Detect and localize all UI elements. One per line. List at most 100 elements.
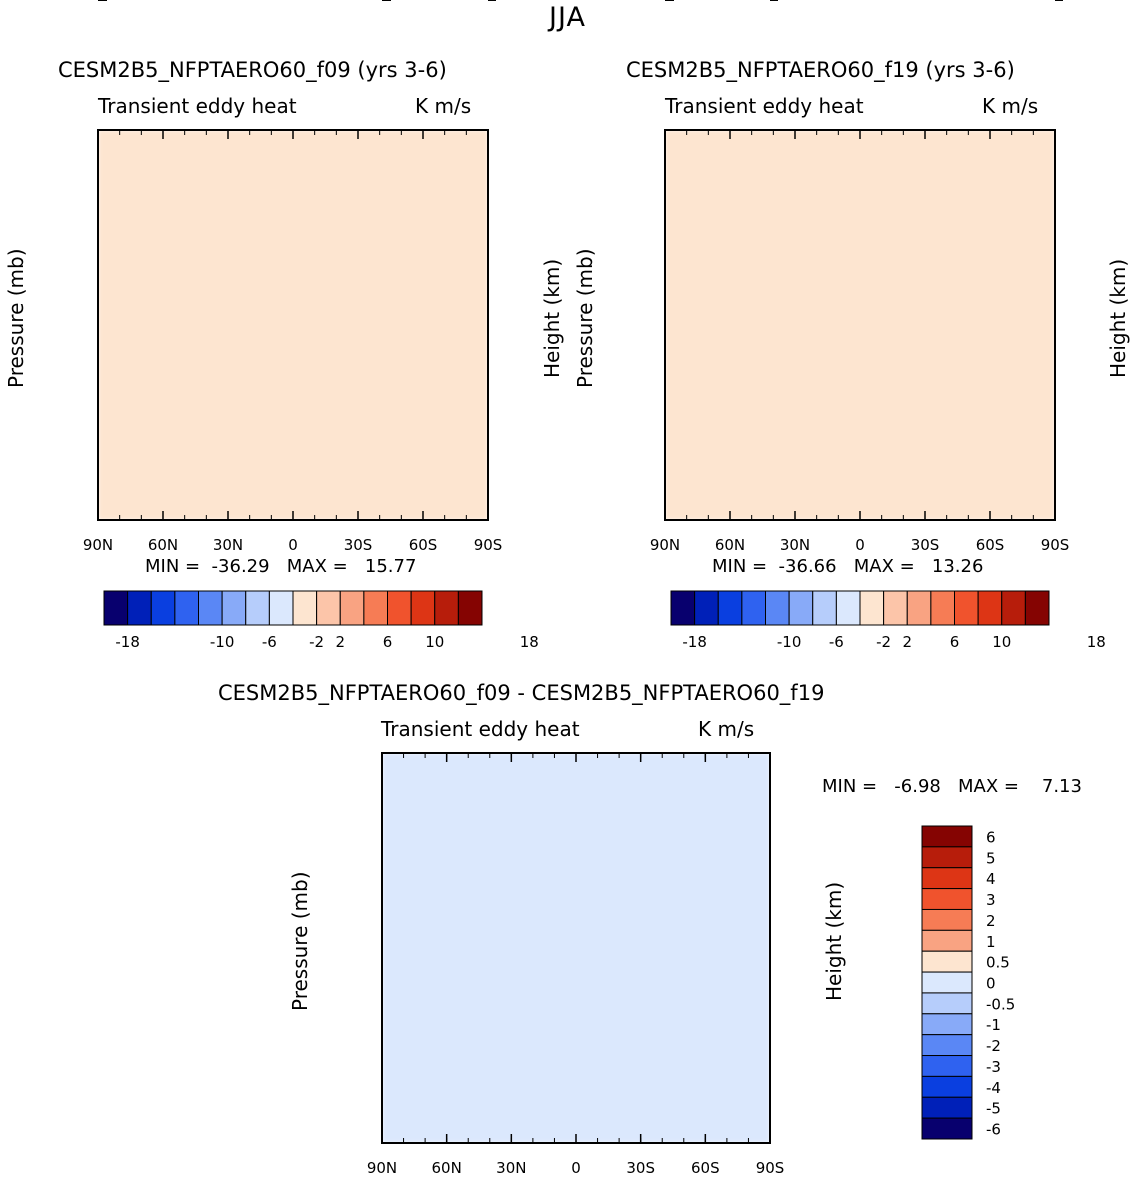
panel-f09-colorbar-label: 2 bbox=[335, 633, 345, 651]
panel-f19-colorbar-label: -2 bbox=[876, 633, 891, 651]
panel-f09-y-tick-label: 700 bbox=[57, 0, 86, 4]
panel-f19-y-right-tick-label: 16 bbox=[1069, 0, 1088, 4]
panel-diff-colorbar-label: 5 bbox=[986, 849, 996, 867]
panel-f19-y-right-tick-label: 4 bbox=[1069, 0, 1079, 4]
panel-diff-y-right-tick-label: 20 bbox=[784, 0, 803, 4]
panel-diff-colorbar-label: 6 bbox=[986, 828, 996, 846]
panel-f09-y-tick-label: 850 bbox=[57, 0, 86, 4]
panel-f09-y-tick-label: 250 bbox=[57, 0, 86, 4]
panel-diff-x-tick-label: 30N bbox=[496, 1159, 526, 1177]
panel-f19-y-tick-label: 300 bbox=[624, 0, 653, 4]
panel-diff-colorbar-swatch bbox=[921, 825, 973, 848]
panel-f19-x-tick-label: 90N bbox=[650, 536, 680, 554]
panel-f19-x-tick-label: 60S bbox=[976, 536, 1005, 554]
panel-diff-x-tick-label: 60S bbox=[691, 1159, 720, 1177]
panel-f19-y-right-tick-label: 20 bbox=[1069, 0, 1088, 4]
panel-f19-colorbar-swatch bbox=[883, 590, 908, 626]
panel-f09-subtitle-left: Transient eddy heat bbox=[98, 94, 297, 118]
panel-f09-y-right-tick-label: 16 bbox=[502, 0, 521, 4]
panel-diff-y-tick-label: 700 bbox=[341, 0, 370, 4]
panel-f19-x-tick-label: 90S bbox=[1041, 536, 1070, 554]
panel-diff-colorbar-swatch bbox=[921, 950, 973, 973]
panel-f19-colorbar-swatch bbox=[835, 590, 861, 626]
panel-f19-y-tick-label: 700 bbox=[624, 0, 653, 4]
panel-f19-y-tick-label: 500 bbox=[624, 0, 653, 4]
panel-f09-subtitle-right: K m/s bbox=[415, 94, 472, 118]
panel-diff-x-tick-label: 60N bbox=[432, 1159, 462, 1177]
panel-f09-x-tick-label: 90S bbox=[474, 536, 503, 554]
panel-f19-colorbar-label: 6 bbox=[950, 633, 960, 651]
panel-f09-y-right-tick-label: 20 bbox=[502, 0, 521, 4]
panel-f19-y-tick-label: 200 bbox=[624, 0, 653, 4]
panel-f09-x-tick-label: 0 bbox=[288, 536, 298, 554]
panel-f19-title: CESM2B5_NFPTAERO60_f19 (yrs 3-6) bbox=[626, 58, 1015, 82]
panel-f09-colorbar-swatch bbox=[174, 590, 199, 626]
panel-diff-colorbar: 6 5 4 3 2 1 0.5 0 -0.5 -1 -2 -3 -4 -5 -6 bbox=[921, 825, 1015, 1140]
panel-f09-y-right-tick-label: 12 bbox=[502, 0, 521, 4]
panel-diff-colorbar-label: 1 bbox=[986, 933, 996, 951]
panel-f09-colorbar-swatch bbox=[363, 590, 388, 626]
panel-f19-colorbar-swatch bbox=[954, 590, 979, 626]
panel-f09-colorbar-swatch bbox=[387, 590, 412, 626]
panel-f09-colorbar-swatch bbox=[292, 590, 318, 626]
panel-diff-colorbar-swatch bbox=[921, 971, 973, 994]
panel-diff-colorbar-label: -0.5 bbox=[986, 995, 1015, 1013]
panel-diff-colorbar-swatch bbox=[921, 992, 973, 1015]
panel-f09-y-tick-label: 30 bbox=[67, 0, 86, 4]
panel-f19-x-tick-label: 30S bbox=[911, 536, 940, 554]
panel-diff-colorbar-label: 3 bbox=[986, 891, 996, 909]
panel-f09-colorbar-label: -6 bbox=[262, 633, 277, 651]
panel-f19-y-tick-label: 400 bbox=[624, 0, 653, 4]
panel-f19-colorbar-swatch bbox=[717, 590, 743, 626]
panel-diff-subtitle-left: Transient eddy heat bbox=[381, 717, 580, 741]
panel-diff-y-right-tick-label: 4 bbox=[784, 0, 794, 4]
panel-diff-title: CESM2B5_NFPTAERO60_f09 - CESM2B5_NFPTAER… bbox=[218, 681, 825, 705]
panel-f19-colorbar-swatch bbox=[741, 590, 766, 626]
figure-title: JJA bbox=[549, 2, 586, 33]
panel-f19-y-tick-label: 250 bbox=[624, 0, 653, 4]
panel-diff-x-tick-label: 0 bbox=[571, 1159, 581, 1177]
panel-diff-colorbar-swatch bbox=[921, 1117, 973, 1140]
panel-diff-colorbar-swatch bbox=[921, 929, 973, 952]
panel-f09-colorbar: -18 -10 -6 -2 2 6 10 18 bbox=[103, 590, 539, 651]
panel-diff-colorbar-label: 0 bbox=[986, 975, 996, 993]
panel-diff-y-right-tick-label: 16 bbox=[784, 0, 803, 4]
panel-diff-colorbar-label: -6 bbox=[986, 1121, 1001, 1139]
panel-f19-subtitle-left: Transient eddy heat bbox=[665, 94, 864, 118]
panel-f19-colorbar-label: -6 bbox=[829, 633, 844, 651]
panel-f09-title: CESM2B5_NFPTAERO60_f09 (yrs 3-6) bbox=[58, 58, 447, 82]
panel-f09-y-right-tick-label: 4 bbox=[502, 0, 512, 4]
panel-f19-colorbar-swatch bbox=[977, 590, 1003, 626]
panel-f09-x-tick-label: 60N bbox=[148, 536, 178, 554]
panel-f09-y-right-tick-label: 8 bbox=[502, 0, 512, 4]
panel-f19-colorbar-label: 2 bbox=[902, 633, 912, 651]
panel-diff-background-field bbox=[382, 753, 770, 1143]
panel-diff-colorbar-swatch bbox=[921, 908, 973, 931]
panel-diff-y-tick-label: 400 bbox=[341, 0, 370, 4]
panel-f19-axes: 90N 60N 30N 0 30S 60S 90S 305070100150200250300… bbox=[615, 0, 1088, 554]
panel-diff-y-tick-label: 200 bbox=[341, 0, 370, 4]
panel-diff-colorbar-label: 4 bbox=[986, 870, 996, 888]
panel-f09-y-tick-label: 50 bbox=[67, 0, 86, 4]
panel-diff-colorbar-swatch bbox=[921, 846, 973, 869]
panel-diff-y-tick-label: 100 bbox=[341, 0, 370, 4]
panel-f19-y-tick-label: 1000 bbox=[615, 0, 653, 4]
panel-diff-y-right-tick-label: 8 bbox=[784, 0, 794, 4]
panel-f19-colorbar-label: 10 bbox=[992, 633, 1011, 651]
panel-diff-y-tick-label: 250 bbox=[341, 0, 370, 4]
panel-diff-colorbar-label: 2 bbox=[986, 912, 996, 930]
panel-f19-colorbar-swatch bbox=[788, 590, 814, 626]
panel-f19-colorbar-label: -10 bbox=[777, 633, 802, 651]
panel-diff-y-tick-label: 850 bbox=[341, 0, 370, 4]
panel-f09-x-tick-label: 90N bbox=[83, 536, 113, 554]
panel-f09-colorbar-label: 6 bbox=[383, 633, 393, 651]
panel-f19-x-tick-label: 30N bbox=[780, 536, 810, 554]
panel-f09-colorbar-swatch bbox=[268, 590, 294, 626]
panel-f19-x-tick-label: 0 bbox=[855, 536, 865, 554]
panel-f09-y-tick-label: 150 bbox=[57, 0, 86, 4]
panel-f19-colorbar-label: -18 bbox=[682, 633, 707, 651]
panel-diff-y-tick-label: 70 bbox=[351, 0, 370, 4]
panel-diff-colorbar-label: -2 bbox=[986, 1037, 1001, 1055]
panel-f09-y-tick-label: 100 bbox=[57, 0, 86, 4]
